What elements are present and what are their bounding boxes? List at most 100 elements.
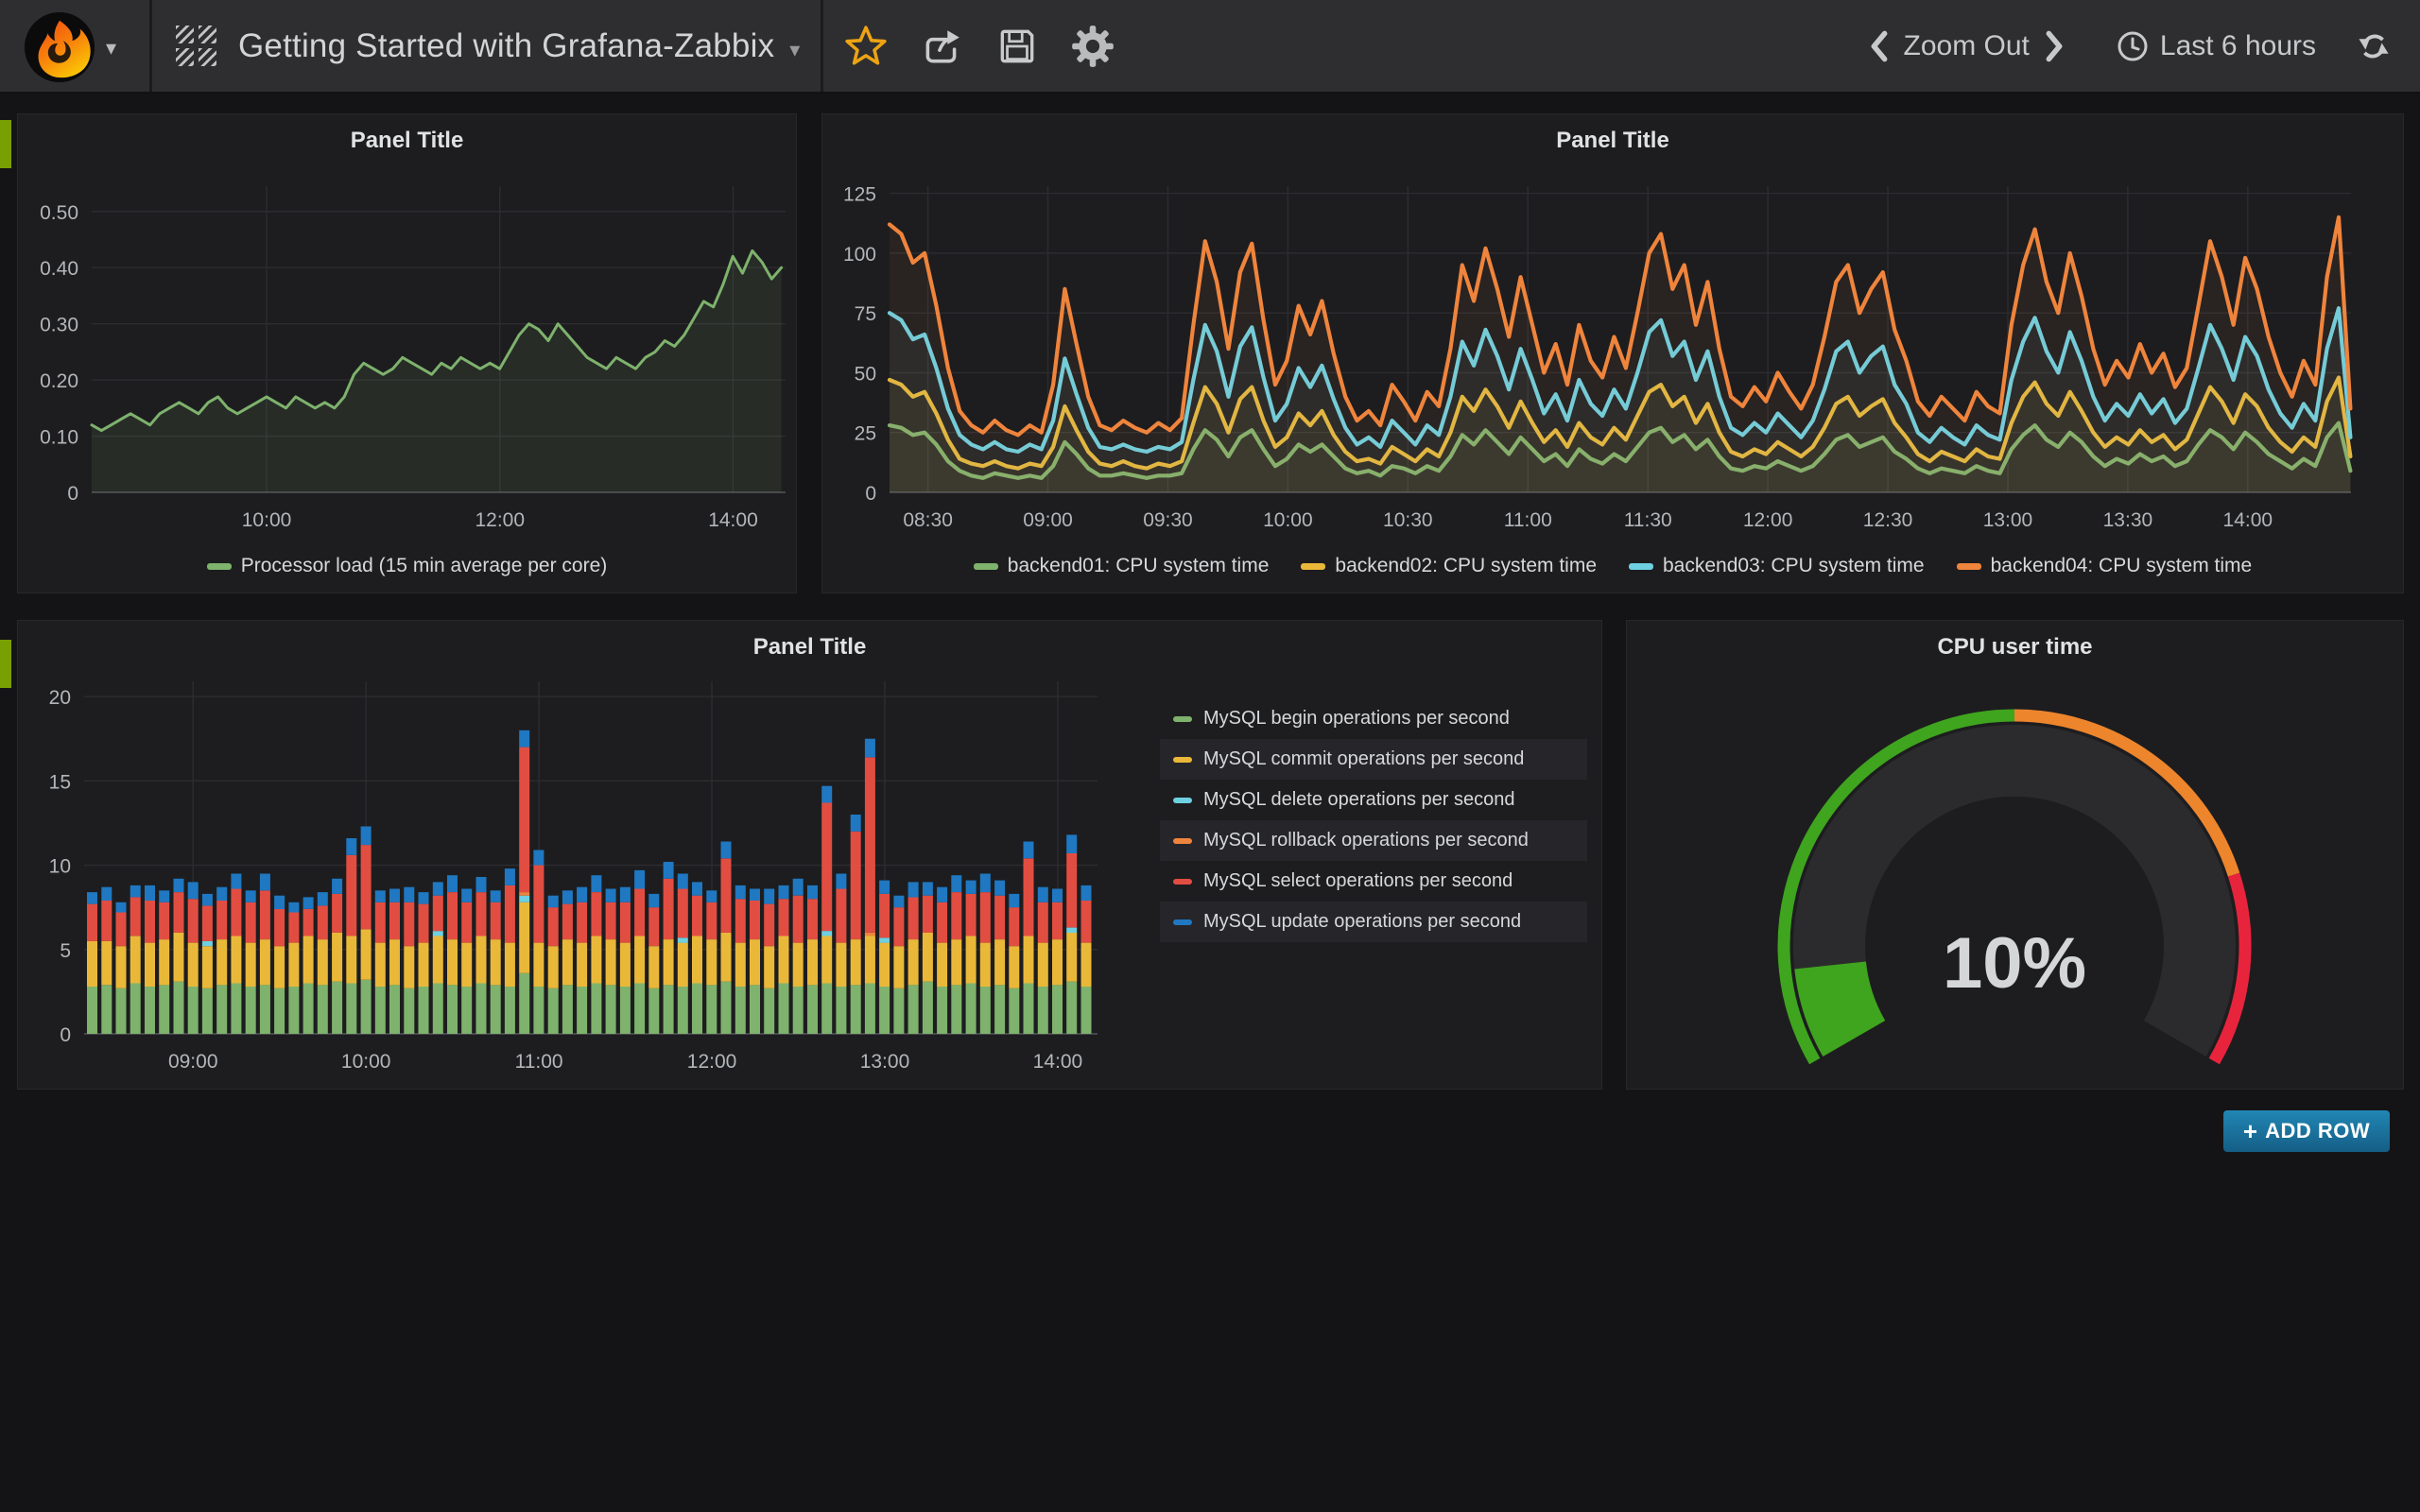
bar-segment xyxy=(404,886,415,902)
bar-segment xyxy=(360,929,372,980)
bar-segment xyxy=(389,985,400,1034)
bar-segment xyxy=(245,890,256,902)
bar-segment xyxy=(648,893,660,908)
bar-segment xyxy=(994,985,1006,1034)
bar-segment xyxy=(288,912,300,943)
gauge-threshold-arc xyxy=(2208,872,2252,1065)
bar-segment xyxy=(850,815,861,832)
legend-item[interactable]: MySQL rollback operations per second xyxy=(1160,820,1587,861)
grafana-logo[interactable] xyxy=(23,10,96,84)
legend-label: MySQL delete operations per second xyxy=(1203,789,1515,810)
panel-title[interactable]: Panel Title xyxy=(752,634,867,660)
y-tick-label: 0.40 xyxy=(40,258,78,280)
logo-dropdown-caret[interactable]: ▾ xyxy=(106,36,117,60)
bar-segment xyxy=(187,882,199,900)
bar-segment xyxy=(562,985,573,1034)
settings-button[interactable] xyxy=(1059,0,1127,92)
legend-swatch xyxy=(1301,562,1326,570)
share-button[interactable] xyxy=(908,0,976,92)
bar-segment xyxy=(87,987,97,1034)
legend-swatch xyxy=(1173,797,1192,803)
legend-item[interactable]: backend03: CPU system time xyxy=(1629,555,1925,577)
dashboard-title-dropdown[interactable]: Getting Started with Grafana-Zabbix ▾ xyxy=(176,0,800,92)
y-tick-label: 50 xyxy=(855,363,876,385)
bar-segment xyxy=(1052,902,1063,940)
x-tick-label: 09:00 xyxy=(1023,509,1073,531)
legend-item[interactable]: backend04: CPU system time xyxy=(1956,555,2252,577)
mysql-operations-chart[interactable]: 09:00 10:00 11:00 12:00 13:00 14:00 0 5 10 15 20 xyxy=(18,666,1601,1089)
legend-item[interactable]: MySQL begin operations per second xyxy=(1160,698,1587,739)
bar-segment xyxy=(850,831,861,939)
star-button[interactable] xyxy=(832,0,900,92)
bar-segment xyxy=(389,902,400,940)
row-edit-strip[interactable] xyxy=(0,120,11,168)
bar-segment xyxy=(908,897,919,939)
bar-segment xyxy=(547,946,559,988)
x-tick-label: 10:00 xyxy=(1263,509,1313,531)
legend-item[interactable]: backend01: CPU system time xyxy=(973,555,1269,577)
bar-segment xyxy=(792,878,804,896)
bar-segment xyxy=(648,907,660,947)
gauge-threshold-arc xyxy=(2014,709,2240,877)
bar-segment xyxy=(332,981,343,1034)
legend-item[interactable]: backend02: CPU system time xyxy=(1301,555,1597,577)
bar-segment xyxy=(577,886,588,902)
series-line xyxy=(887,421,2353,480)
bar-segment xyxy=(504,987,515,1034)
bar-segment xyxy=(1023,983,1034,1034)
add-row-button[interactable]: + ADD ROW xyxy=(2223,1110,2390,1152)
x-tick-label: 11:00 xyxy=(515,1051,563,1073)
panel-cpu-system-time: Panel Title 08:30 09:00 09:30 10:00 10:30 11:… xyxy=(821,113,2404,593)
legend-item[interactable]: MySQL delete operations per second xyxy=(1160,780,1587,820)
y-tick-label: 15 xyxy=(49,771,71,793)
bar-segment xyxy=(951,875,962,892)
zoom-out-button[interactable]: Zoom Out xyxy=(1903,29,2030,61)
bar-segment xyxy=(1066,834,1078,853)
legend-item[interactable]: MySQL select operations per second xyxy=(1160,861,1587,902)
legend-item[interactable]: MySQL update operations per second xyxy=(1160,902,1587,942)
bar-segment xyxy=(692,895,702,936)
y-tick-label: 25 xyxy=(855,423,876,445)
time-forward-button[interactable] xyxy=(2030,0,2079,92)
bar-segment xyxy=(605,888,616,902)
bar-segment xyxy=(216,886,228,901)
legend-item[interactable]: MySQL commit operations per second xyxy=(1160,739,1587,780)
bar-segment xyxy=(577,942,588,987)
panel-cpu-user-time: CPU user time 10% xyxy=(1626,620,2404,1090)
bar-segment xyxy=(145,942,155,987)
save-button[interactable] xyxy=(983,0,1051,92)
bar-segment xyxy=(908,939,919,986)
x-tick-label: 12:00 xyxy=(687,1051,737,1073)
bar-segment xyxy=(864,983,875,1034)
bar-segment xyxy=(979,942,991,987)
row-edit-strip[interactable] xyxy=(0,640,11,688)
bar-segment xyxy=(807,985,818,1034)
bar-segment xyxy=(447,939,458,986)
bar-segment xyxy=(677,937,688,943)
bar-segment xyxy=(648,988,660,1034)
bar-segment xyxy=(893,988,905,1034)
panel-title[interactable]: Panel Title xyxy=(1556,128,1669,153)
x-tick-label: 12:00 xyxy=(475,509,525,531)
bar-segment xyxy=(792,987,804,1034)
x-tick-label: 14:00 xyxy=(708,509,758,531)
bar-segment xyxy=(288,942,300,987)
panel-title[interactable]: Panel Title xyxy=(350,128,464,153)
bar-segment xyxy=(245,902,256,943)
panel-title[interactable]: CPU user time xyxy=(1937,634,2093,660)
bar-segment xyxy=(145,987,155,1034)
processor-load-chart[interactable]: 10:00 12:00 14:00 0 0.10 0.20 0.30 0.40 0.50 xyxy=(18,160,796,593)
time-picker-button[interactable]: Last 6 hours xyxy=(2117,30,2316,62)
bar-segment xyxy=(201,940,213,947)
legend-swatch xyxy=(1629,562,1653,570)
time-back-button[interactable] xyxy=(1855,0,1904,92)
bar-segment xyxy=(274,895,285,909)
bar-segment xyxy=(562,939,573,986)
cpu-system-time-chart[interactable]: 08:30 09:00 09:30 10:00 10:30 11:00 11:30 12:00… xyxy=(822,160,2403,593)
bar-segment xyxy=(317,939,328,986)
legend-item[interactable]: Processor load (15 min average per core) xyxy=(206,555,607,577)
bar-segment xyxy=(130,885,141,898)
legend-swatch xyxy=(1173,837,1192,844)
bar-segment xyxy=(836,987,847,1034)
refresh-button[interactable] xyxy=(2341,0,2407,92)
